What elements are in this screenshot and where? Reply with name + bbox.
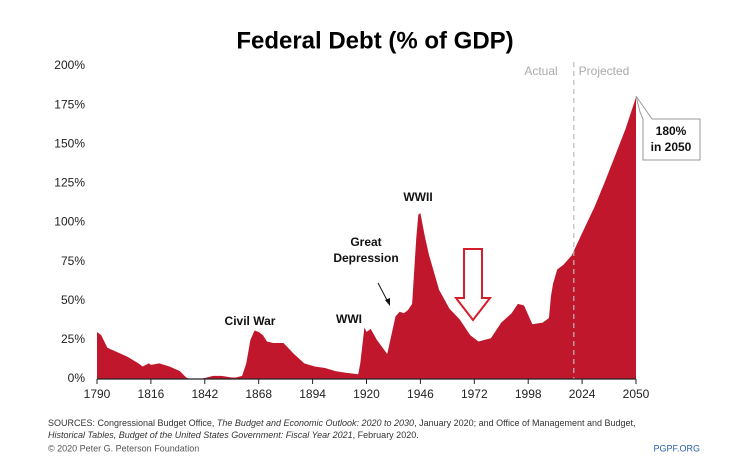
plot-area: 0% 25% 50% 75% 100% 125% 150% 175% 200% 1790 1816 1…: [54, 58, 649, 401]
sources-segment: The Budget and Economic Outlook: 2020 to…: [217, 418, 414, 428]
annotation-arrow: [377, 282, 389, 303]
sources-segment: , January 2020; and Office of Management…: [414, 418, 635, 428]
y-tick-label: 200%: [54, 58, 85, 72]
callout-box: [635, 95, 701, 161]
annotation: WWI: [336, 312, 362, 326]
emphasis-arrow: [453, 248, 493, 322]
callout-text: 180%: [656, 124, 687, 138]
y-tick-label: 125%: [54, 176, 85, 190]
y-tick-label: 25%: [61, 332, 85, 346]
y-tick-label: 50%: [61, 293, 85, 307]
y-tick-label: 75%: [61, 254, 85, 268]
site: PGPF.ORG: [653, 443, 700, 453]
annotation: Depression: [333, 251, 398, 265]
annotation: WWII: [403, 190, 432, 204]
x-tick-label: 1894: [299, 387, 326, 401]
y-tick-label: 175%: [54, 97, 85, 111]
sources-segment: Historical Tables, Budget of the United …: [48, 430, 353, 440]
x-tick-label: 1868: [245, 387, 272, 401]
chart-title: Federal Debt (% of GDP): [236, 27, 513, 54]
sources: Historical Tables, Budget of the United …: [48, 430, 419, 440]
y-tick-label: 100%: [54, 215, 85, 229]
annotation: Civil War: [225, 314, 276, 328]
period-label: Projected: [579, 64, 630, 78]
copyright: © 2020 Peter G. Peterson Foundation: [48, 443, 199, 453]
x-tick-label: 2050: [623, 387, 650, 401]
x-tick-label: 1998: [515, 387, 542, 401]
annotation: Great: [350, 235, 381, 249]
y-tick-label: 150%: [54, 136, 85, 150]
annotation-arrow-head: [385, 298, 390, 306]
sources: SOURCES: Congressional Budget Office, Th…: [48, 418, 636, 428]
callout-text: in 2050: [651, 140, 692, 154]
sources-segment: SOURCES: Congressional Budget Office,: [48, 418, 217, 428]
sources-segment: , February 2020.: [353, 430, 419, 440]
x-tick-label: 1790: [84, 387, 111, 401]
x-tick-label: 1920: [353, 387, 380, 401]
x-tick-label: 2024: [569, 387, 596, 401]
x-tick-label: 1946: [407, 387, 434, 401]
x-tick-label: 1972: [461, 387, 488, 401]
x-tick-label: 1842: [191, 387, 218, 401]
x-tick-label: 1816: [138, 387, 165, 401]
period-label: Actual: [524, 64, 557, 78]
area: [97, 97, 636, 380]
y-tick-label: 0%: [68, 371, 86, 385]
